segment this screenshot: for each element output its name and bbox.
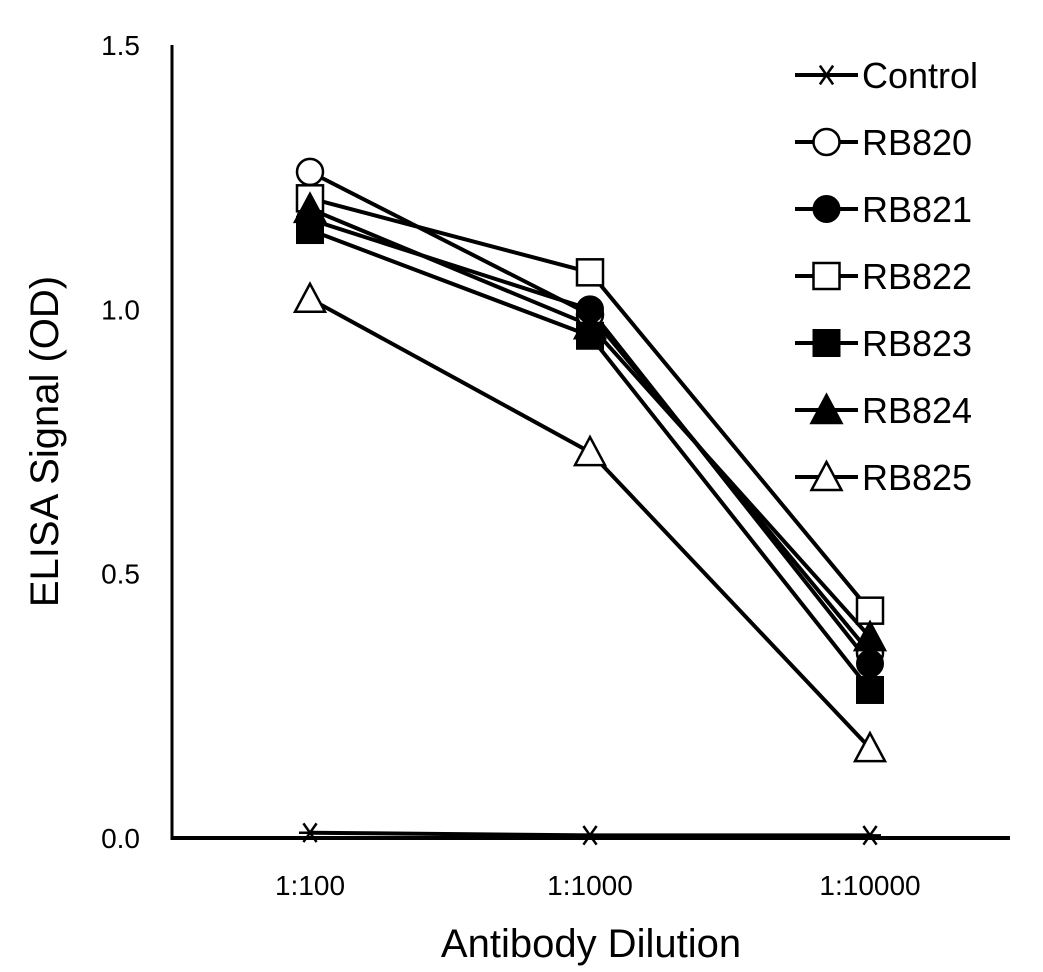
data-point-rb821 (856, 649, 884, 678)
data-point-control (299, 822, 321, 843)
data-point-rb820 (295, 157, 325, 187)
series-line-rb825 (309, 297, 872, 750)
series-group (292, 157, 888, 846)
y-axis-title: ELISA Signal (OD) (23, 276, 67, 607)
legend-entry-rb821: RB821 (795, 189, 972, 230)
data-point-rb822 (575, 258, 605, 287)
legend-entry-control: Control (795, 55, 978, 96)
legend-entry-rb820: RB820 (795, 122, 972, 163)
x-tick-label: 1:100 (275, 870, 345, 901)
legend-label: RB822 (862, 256, 972, 297)
data-point-rb824 (572, 307, 608, 340)
x-tick-label: 1:1000 (547, 870, 633, 901)
data-point-control (579, 825, 601, 846)
legend: Control RB820 RB821 RB822 RB823 RB824 RB825 (795, 55, 978, 498)
legend-marker (809, 459, 844, 492)
y-tick-label: 1.5 (101, 30, 140, 61)
legend-marker (809, 392, 844, 425)
legend-entry-rb825: RB825 (795, 457, 972, 498)
legend-marker (812, 127, 841, 157)
legend-marker (812, 329, 841, 357)
legend-label: RB825 (862, 457, 972, 498)
y-tick-label: 0.0 (101, 823, 140, 854)
x-tick-label: 1:10000 (819, 870, 920, 901)
legend-label: RB823 (862, 323, 972, 364)
y-tick-label: 0.5 (101, 559, 140, 590)
legend-marker (812, 261, 841, 291)
data-point-rb824 (292, 191, 328, 224)
asterisk-stroke (582, 825, 598, 846)
axes: 0.0 0.5 1.0 1.5 1:100 1:1000 1:10000 Antibody D… (23, 30, 1010, 966)
data-point-rb825 (572, 434, 608, 467)
asterisk-stroke (818, 64, 835, 86)
x-axis-title: Antibody Dilution (441, 922, 741, 966)
legend-entry-rb822: RB822 (795, 256, 972, 297)
legend-label: RB824 (862, 390, 972, 431)
data-point-rb825 (852, 730, 888, 763)
legend-label: Control (862, 55, 978, 96)
legend-label: RB820 (862, 122, 972, 163)
y-tick-label: 1.0 (101, 294, 140, 325)
asterisk-stroke (302, 822, 318, 843)
data-point-rb824 (852, 619, 888, 652)
legend-marker (812, 195, 841, 223)
asterisk-stroke (862, 825, 878, 846)
legend-entry-rb823: RB823 (795, 323, 972, 364)
data-point-control (859, 825, 881, 846)
legend-marker (815, 64, 838, 86)
legend-label: RB821 (862, 189, 972, 230)
data-point-rb823 (856, 675, 884, 704)
data-point-rb825 (292, 281, 328, 314)
legend-entry-rb824: RB824 (795, 390, 972, 431)
